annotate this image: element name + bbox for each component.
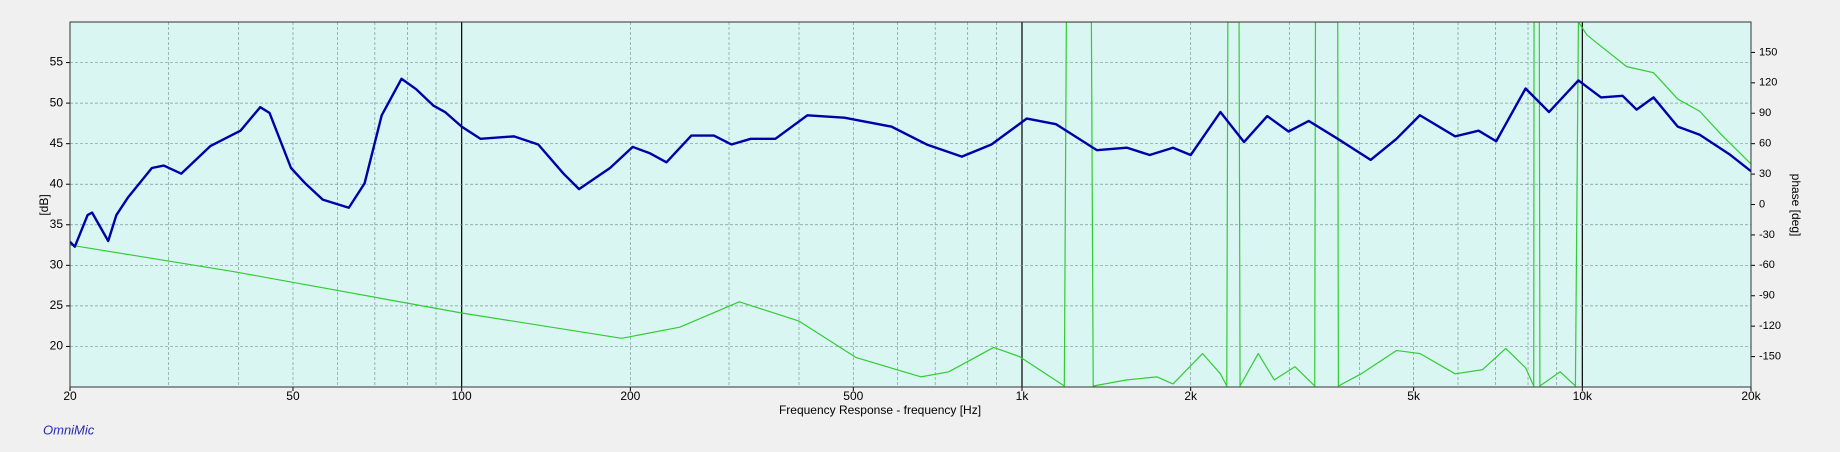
x-tick-label: 1k [1016,389,1030,403]
x-tick-label: 50 [286,389,300,403]
y2-tick-label: 0 [1759,198,1765,210]
y2-axis-label: phase [deg] [1789,174,1803,237]
y-tick-label: 20 [50,339,64,353]
y2-tick-label: 150 [1759,46,1777,58]
x-tick-label: 20 [63,389,77,403]
x-tick-label: 2k [1184,389,1198,403]
y-tick-label: 25 [50,298,64,312]
series-line [70,22,1751,387]
y2-tick-label: -90 [1759,290,1775,302]
y-tick-label: 50 [50,95,64,109]
y-tick-label: 30 [50,258,64,272]
x-tick-label: 500 [843,389,863,403]
y2-tick-label: -60 [1759,259,1775,271]
x-tick-label: 5k [1407,389,1421,403]
plot-area [70,22,1751,387]
x-axis-label: Frequency Response - frequency [Hz] [779,403,981,417]
y-axis-label: [dB] [37,194,51,215]
y-tick-label: 45 [50,136,64,150]
footer-label: OmniMic [43,422,95,437]
y2-tick-label: -150 [1759,350,1781,362]
y2-tick-label: -120 [1759,320,1781,332]
y2-tick-label: 90 [1759,107,1771,119]
y-tick-label: 55 [50,55,64,69]
y2-tick-label: 60 [1759,138,1771,150]
x-tick-label: 200 [620,389,640,403]
plot-border [69,21,1752,388]
y2-tick-label: -30 [1759,229,1775,241]
x-tick-label: 10k [1573,389,1593,403]
series-line [70,77,1751,248]
y-tick-label: 40 [50,176,64,190]
y2-tick-label: 30 [1759,168,1771,180]
x-tick-label: 20k [1741,389,1761,403]
x-tick-label: 100 [452,389,472,403]
y2-tick-label: 120 [1759,77,1777,89]
y-tick-label: 35 [50,217,64,231]
